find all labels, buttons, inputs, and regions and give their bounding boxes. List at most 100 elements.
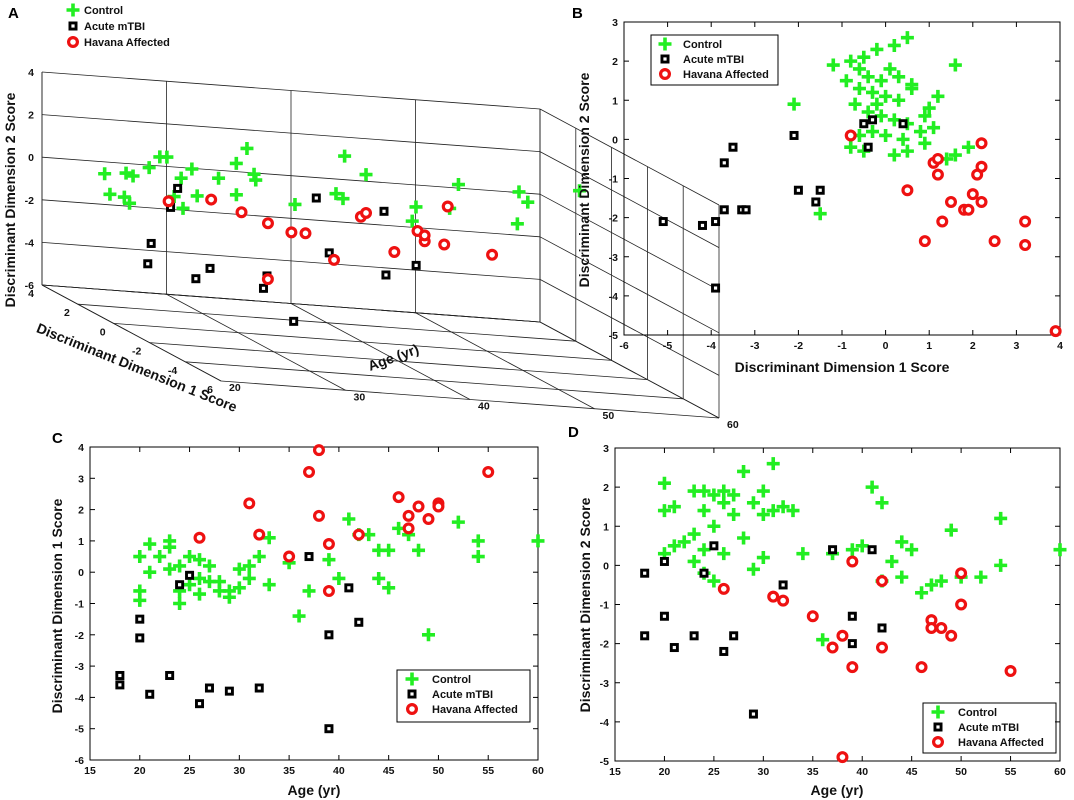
y-tick-label: 1 [603, 521, 609, 533]
point-havana-affected [975, 195, 988, 208]
y-tick-label: 4 [78, 442, 84, 454]
point-control [512, 185, 526, 199]
y-tick-label: -3 [609, 252, 618, 264]
point-acute-mtbi [254, 683, 264, 693]
point-control [746, 496, 760, 510]
point-acute-mtbi [658, 217, 668, 227]
point-control [866, 125, 880, 139]
point-control [927, 121, 941, 135]
point-havana-affected [1049, 325, 1062, 338]
point-havana-affected [261, 273, 274, 286]
point-acute-mtbi [748, 709, 758, 719]
point-control [322, 553, 336, 567]
side-wall-grid [539, 108, 720, 206]
point-control [573, 184, 587, 198]
point-control [183, 578, 197, 592]
legend-marker-acute [68, 21, 78, 31]
point-control [892, 93, 906, 107]
point-acute-mtbi [789, 130, 799, 140]
panel-d-points [640, 457, 1067, 764]
point-control [193, 571, 207, 585]
x-tick-label: -6 [619, 340, 628, 352]
point-control [242, 571, 256, 585]
point-control [98, 167, 112, 181]
point-havana-affected [392, 491, 405, 504]
point-control [918, 109, 932, 123]
point-control [421, 628, 435, 642]
panel-c-legend-control: Control [432, 674, 471, 686]
panel-label-a: A [8, 5, 19, 22]
x-tick-label: 50 [955, 766, 967, 778]
point-control [657, 476, 671, 490]
point-acute-mtbi [135, 614, 145, 624]
y-tick-label: -4 [168, 365, 177, 377]
floor-grid [290, 303, 471, 400]
point-havana-affected [283, 550, 296, 563]
panel-d-legend-acute: Acute mTBI [958, 722, 1019, 734]
point-havana-affected [767, 590, 780, 603]
panel-c-xlabel: Age (yr) [288, 782, 341, 798]
point-havana-affected [945, 629, 958, 642]
x-tick-label: 35 [283, 765, 295, 777]
point-control [848, 97, 862, 111]
y-tick-label: -4 [600, 717, 609, 729]
y-tick-label: 2 [64, 307, 70, 319]
point-havana-affected [299, 227, 312, 240]
point-acute-mtbi [289, 316, 299, 326]
point-control [382, 581, 396, 595]
point-havana-affected [988, 235, 1001, 248]
panel-c-points [115, 444, 545, 734]
point-havana-affected [438, 238, 451, 251]
panel-label-d: D [568, 424, 579, 441]
point-acute-mtbi [145, 689, 155, 699]
x-tick-label: 25 [184, 765, 196, 777]
point-havana-affected [285, 226, 298, 239]
point-havana-affected [261, 217, 274, 230]
point-havana-affected [955, 598, 968, 611]
point-control [796, 547, 810, 561]
axis-edge [41, 284, 541, 323]
panel-b-points [658, 31, 1062, 338]
point-control [240, 141, 254, 155]
back-wall-grid [41, 71, 541, 110]
point-control [994, 511, 1008, 525]
point-havana-affected [422, 512, 435, 525]
panel-b-legend-box [650, 34, 779, 86]
point-control [756, 551, 770, 565]
side-wall-grid [539, 279, 720, 376]
point-acute-mtbi [324, 630, 334, 640]
point-acute-mtbi [741, 205, 751, 215]
y-tick-label: -2 [600, 639, 609, 651]
z-tick-label: -4 [25, 237, 34, 249]
point-control [892, 70, 906, 84]
point-acute-mtbi [828, 545, 838, 555]
point-havana-affected [962, 203, 975, 216]
point-havana-affected [915, 661, 928, 674]
panel-a-legend-control: Control [84, 5, 123, 17]
point-acute-mtbi [304, 552, 314, 562]
panel-a-ylabel: Discriminant Dimension 1 Score [34, 320, 239, 415]
point-havana-affected [966, 188, 979, 201]
x-tick-label: 2 [970, 340, 976, 352]
x-tick-label: 30 [233, 765, 245, 777]
point-control [173, 597, 187, 610]
legend-marker-havana [931, 735, 944, 748]
panel-c-legend-acute: Acute mTBI [432, 689, 493, 701]
point-control [173, 559, 187, 573]
point-control [262, 578, 276, 592]
x-tick-label: -1 [837, 340, 846, 352]
point-acute-mtbi [185, 570, 195, 580]
point-havana-affected [931, 168, 944, 181]
point-acute-mtbi [868, 115, 878, 125]
point-havana-affected [836, 751, 849, 764]
point-control [143, 537, 157, 551]
point-control [451, 515, 465, 529]
point-havana-affected [162, 195, 175, 208]
point-control [697, 543, 711, 557]
point-control [737, 531, 751, 545]
point-control [717, 547, 731, 561]
x-tick-label: 60 [532, 765, 544, 777]
x-tick-label: 4 [1057, 340, 1063, 352]
x-tick-label: -2 [794, 340, 803, 352]
